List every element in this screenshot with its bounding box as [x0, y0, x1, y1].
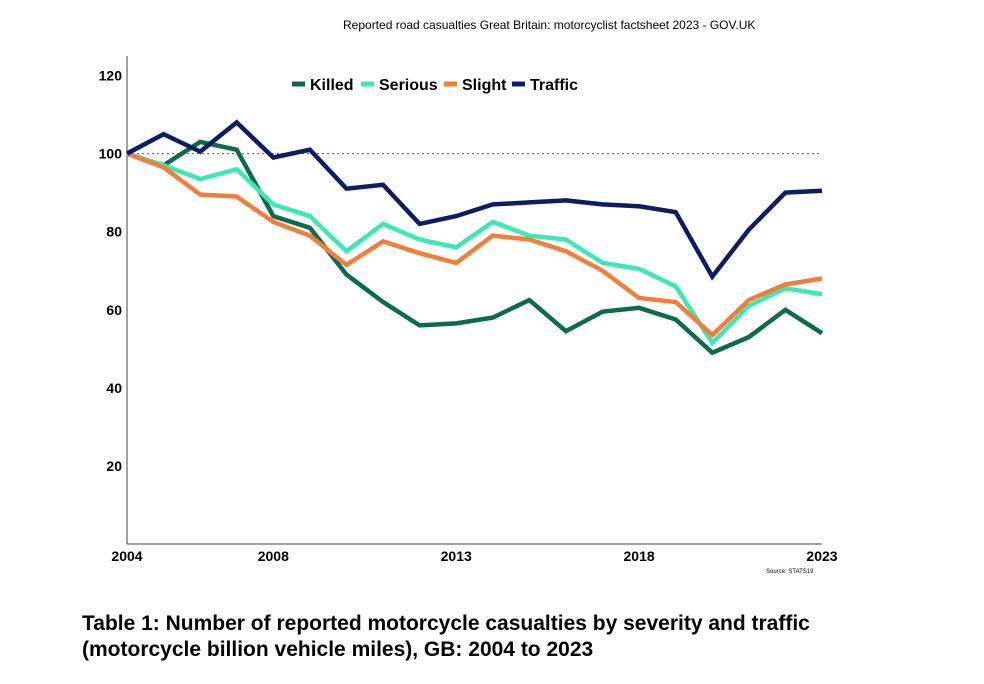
chart-series	[125, 119, 824, 356]
series-line-traffic	[125, 119, 823, 281]
x-tick-label: 2013	[441, 548, 472, 564]
chart-legend: Killed Serious Slight Traffic	[292, 77, 578, 94]
x-tick-label: 2008	[258, 548, 289, 564]
line-chart: 20 40 60 80 100 120 2004 2008 2013 2018 2023 Kille…	[99, 56, 838, 575]
y-tick-label: 40	[106, 380, 122, 396]
y-tick-label: 100	[99, 146, 123, 162]
y-tick-label: 60	[106, 302, 122, 318]
series-line-slight	[126, 151, 823, 339]
series-line-serious	[126, 151, 823, 347]
series-line-killed	[126, 139, 824, 356]
chart-axes: 20 40 60 80 100 120 2004 2008 2013 2018 2023	[99, 56, 838, 564]
x-tick-label: 2018	[624, 548, 655, 564]
x-tick-label: 2023	[806, 548, 837, 564]
legend-label-traffic: Traffic	[530, 77, 578, 94]
legend-label-slight: Slight	[462, 77, 507, 94]
legend-label-serious: Serious	[379, 77, 438, 94]
source-label: Source: STATS19	[766, 569, 814, 575]
y-tick-label: 80	[106, 224, 122, 240]
legend-label-killed: Killed	[310, 77, 354, 94]
y-tick-label: 20	[106, 458, 122, 474]
table-caption: Table 1: Number of reported motorcycle c…	[82, 612, 810, 661]
page-header: Reported road casualties Great Britain: …	[343, 18, 756, 32]
x-tick-label: 2004	[111, 548, 142, 564]
y-tick-label: 120	[99, 68, 123, 84]
